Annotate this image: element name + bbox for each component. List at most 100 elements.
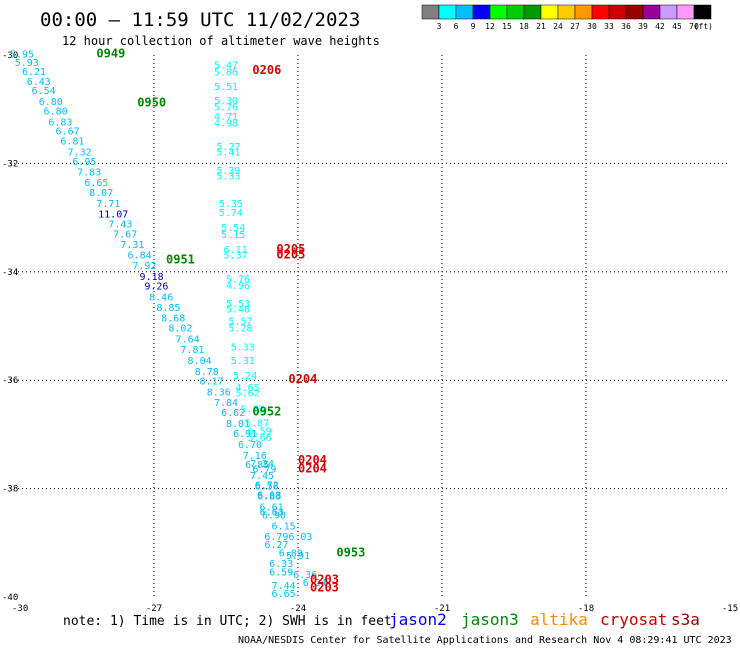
wave-height-value: 6.24	[303, 578, 327, 589]
pass-label: 0953	[336, 545, 365, 559]
wave-height-value: 6.36	[293, 570, 317, 581]
wave-height-value: 6.79	[252, 464, 276, 475]
color-scale-label: 39	[638, 22, 648, 31]
wave-height-value: 7.31	[120, 240, 144, 251]
color-scale-swatch	[676, 4, 695, 20]
wave-height-value: 8.85	[156, 303, 180, 314]
wave-height-value: 6.80	[39, 97, 63, 108]
wave-height-value: 6.65	[272, 589, 296, 600]
wave-height-value: 6.70	[238, 440, 262, 451]
wave-height-value: 5.28	[228, 323, 252, 334]
wave-height-value: 6.83	[48, 117, 72, 128]
pass-label: 0204	[288, 372, 317, 386]
wave-height-value: 4.65	[236, 383, 260, 394]
wave-height-value: 6.27	[264, 540, 288, 551]
wave-height-value: 6.61	[260, 502, 284, 513]
color-scale-label: 21	[536, 22, 546, 31]
wave-height-value: 7.84	[214, 398, 238, 409]
pass-label: 0204	[298, 453, 327, 467]
wave-height-value: 6.67	[56, 127, 80, 138]
wave-height-value: 7.81	[180, 345, 204, 356]
wave-height-value: 6.90	[262, 510, 286, 521]
wave-height-value: 5.51	[214, 82, 238, 93]
color-scale-label: 42	[655, 22, 665, 31]
wave-height-value: 9.18	[140, 272, 164, 283]
y-tick-label: -30	[2, 51, 18, 61]
wave-height-value: 5.54	[221, 223, 245, 234]
wave-height-value: 5.15	[221, 230, 245, 241]
pass-label: 0205	[276, 242, 305, 256]
chart-header: 00:00 – 11:59 UTC 11/02/2023 12 hour col…	[40, 9, 380, 48]
pass-label: 0205	[276, 247, 305, 261]
pass-label: 0203	[310, 581, 339, 595]
wave-height-value: 5.37	[224, 250, 248, 261]
wave-height-value: 5.39	[216, 166, 240, 177]
wave-height-value: 6.59	[269, 567, 293, 578]
wave-height-value: 6.89	[279, 548, 303, 559]
wave-height-value: 5.66	[248, 433, 272, 444]
wave-height-value: 5.93	[15, 58, 39, 69]
wave-height-value: 6.15	[272, 521, 296, 532]
x-tick-label: -21	[434, 604, 450, 614]
color-scale-label: 45	[672, 22, 682, 31]
wave-height-value: 5.76	[226, 275, 250, 286]
wave-height-value: 6.54	[32, 86, 56, 97]
pass-label: 0204	[298, 461, 327, 475]
color-scale-swatch	[642, 4, 661, 20]
wave-height-value: 7.64	[176, 334, 200, 345]
wave-height-value: 6.11	[224, 245, 248, 256]
wave-height-value: 5.86	[214, 68, 238, 79]
wave-height-value: 7.43	[108, 219, 132, 230]
wave-height-value: 6.91	[233, 429, 257, 440]
wave-height-value: 8.01	[226, 419, 250, 430]
wave-height-value: 5.95	[10, 50, 34, 61]
color-scale-swatch	[659, 4, 678, 20]
pass-label: 0949	[96, 47, 125, 61]
satellite-legend-item: jason3	[461, 610, 519, 629]
color-scale-swatch	[455, 4, 474, 20]
wave-height-value: 4.71	[214, 112, 238, 123]
wave-height-value: 7.71	[96, 199, 120, 210]
wave-height-value: 7.92	[132, 261, 156, 272]
color-scale-swatch	[591, 4, 610, 20]
color-scale-swatch	[557, 4, 576, 20]
wave-height-value: 5.91	[286, 551, 310, 562]
wave-height-value: 11.07	[98, 210, 128, 221]
wave-height-value: 5.31	[231, 356, 255, 367]
color-scale-swatch	[625, 4, 644, 20]
wave-height-value: 4.96	[226, 281, 250, 292]
wave-height-value: 6.62	[221, 408, 245, 419]
wave-height-value: 6.43	[27, 77, 51, 88]
wave-height-value: 8.07	[89, 188, 113, 199]
wave-height-value: 7.24	[250, 459, 274, 470]
wave-height-value: 5.74	[219, 208, 243, 219]
wave-height-value: 8.78	[195, 367, 219, 378]
wave-height-value: 5.33	[216, 172, 240, 183]
wave-height-value: 6.03	[288, 532, 312, 543]
color-scale-label: 15	[502, 22, 512, 31]
satellite-legend: jason2 jason3 altika cryosat s3a	[389, 610, 700, 629]
wave-height-value: 8.02	[168, 323, 192, 334]
wave-height-value: 5.41	[216, 147, 240, 158]
y-tick-label: -38	[2, 485, 18, 495]
wave-height-value: 6.85	[245, 460, 269, 471]
color-scale-swatch	[421, 4, 440, 20]
color-scale-swatch	[506, 4, 525, 20]
wave-height-value: 8.36	[207, 387, 231, 398]
wave-height-value: 6.80	[44, 107, 68, 118]
wave-height-value: 8.04	[188, 356, 212, 367]
pass-label: 0951	[166, 253, 195, 267]
plot-axes: -30 -27 -24 -21 -18 -15 -30 -32 -34 -36 -38 -40	[2, 51, 738, 614]
x-tick-label: -15	[722, 604, 738, 614]
color-scale-swatch	[472, 4, 491, 20]
satellite-legend-item: altika	[530, 610, 588, 629]
color-scale-label: 27	[570, 22, 580, 31]
chart-subtitle: 12 hour collection of altimeter wave hei…	[62, 34, 380, 48]
wave-height-value: 6.81	[60, 136, 84, 147]
wave-height-value: 6.65	[84, 178, 108, 189]
wave-height-value: 5.35	[219, 199, 243, 210]
wave-height-value: 6.63	[260, 508, 284, 519]
wave-height-value: 5.27	[216, 142, 240, 153]
color-scale-label: 33	[604, 22, 614, 31]
